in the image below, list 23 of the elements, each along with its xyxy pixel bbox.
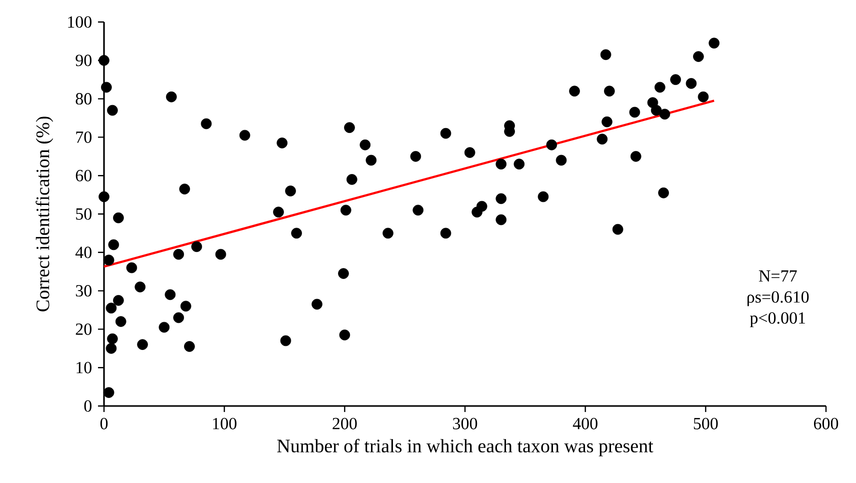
x-tick-label: 400 — [572, 418, 598, 430]
x-tick-label: 200 — [332, 418, 357, 430]
y-tick-label: 90 — [76, 54, 92, 66]
y-tick-label: 40 — [75, 246, 92, 258]
y-tick-label: 100 — [68, 16, 92, 28]
y-tick-label: 50 — [76, 208, 92, 220]
annotation: ρs=0.610 — [747, 291, 809, 306]
annotation: p<0.001 — [750, 312, 806, 328]
y-tick-label: 10 — [76, 362, 92, 374]
x-axis-title: Number of trials in which each taxon was present — [277, 438, 654, 456]
y-tick-label: 80 — [76, 93, 92, 105]
x-tick-label: 500 — [694, 418, 718, 430]
x-tick-label: 600 — [814, 418, 838, 430]
x-tick-label: 0 — [100, 418, 108, 430]
y-tick-label: 70 — [76, 131, 92, 143]
x-tick-label: 300 — [453, 418, 478, 430]
y-tick-label: 30 — [76, 285, 92, 297]
annotation: N=77 — [758, 270, 797, 282]
y-tick-label: 20 — [76, 323, 92, 335]
y-tick-label: 0 — [84, 400, 92, 412]
x-tick-label: 100 — [213, 418, 236, 430]
y-axis-title: Correct identification (%) — [36, 116, 54, 312]
y-tick-label: 60 — [76, 170, 92, 182]
